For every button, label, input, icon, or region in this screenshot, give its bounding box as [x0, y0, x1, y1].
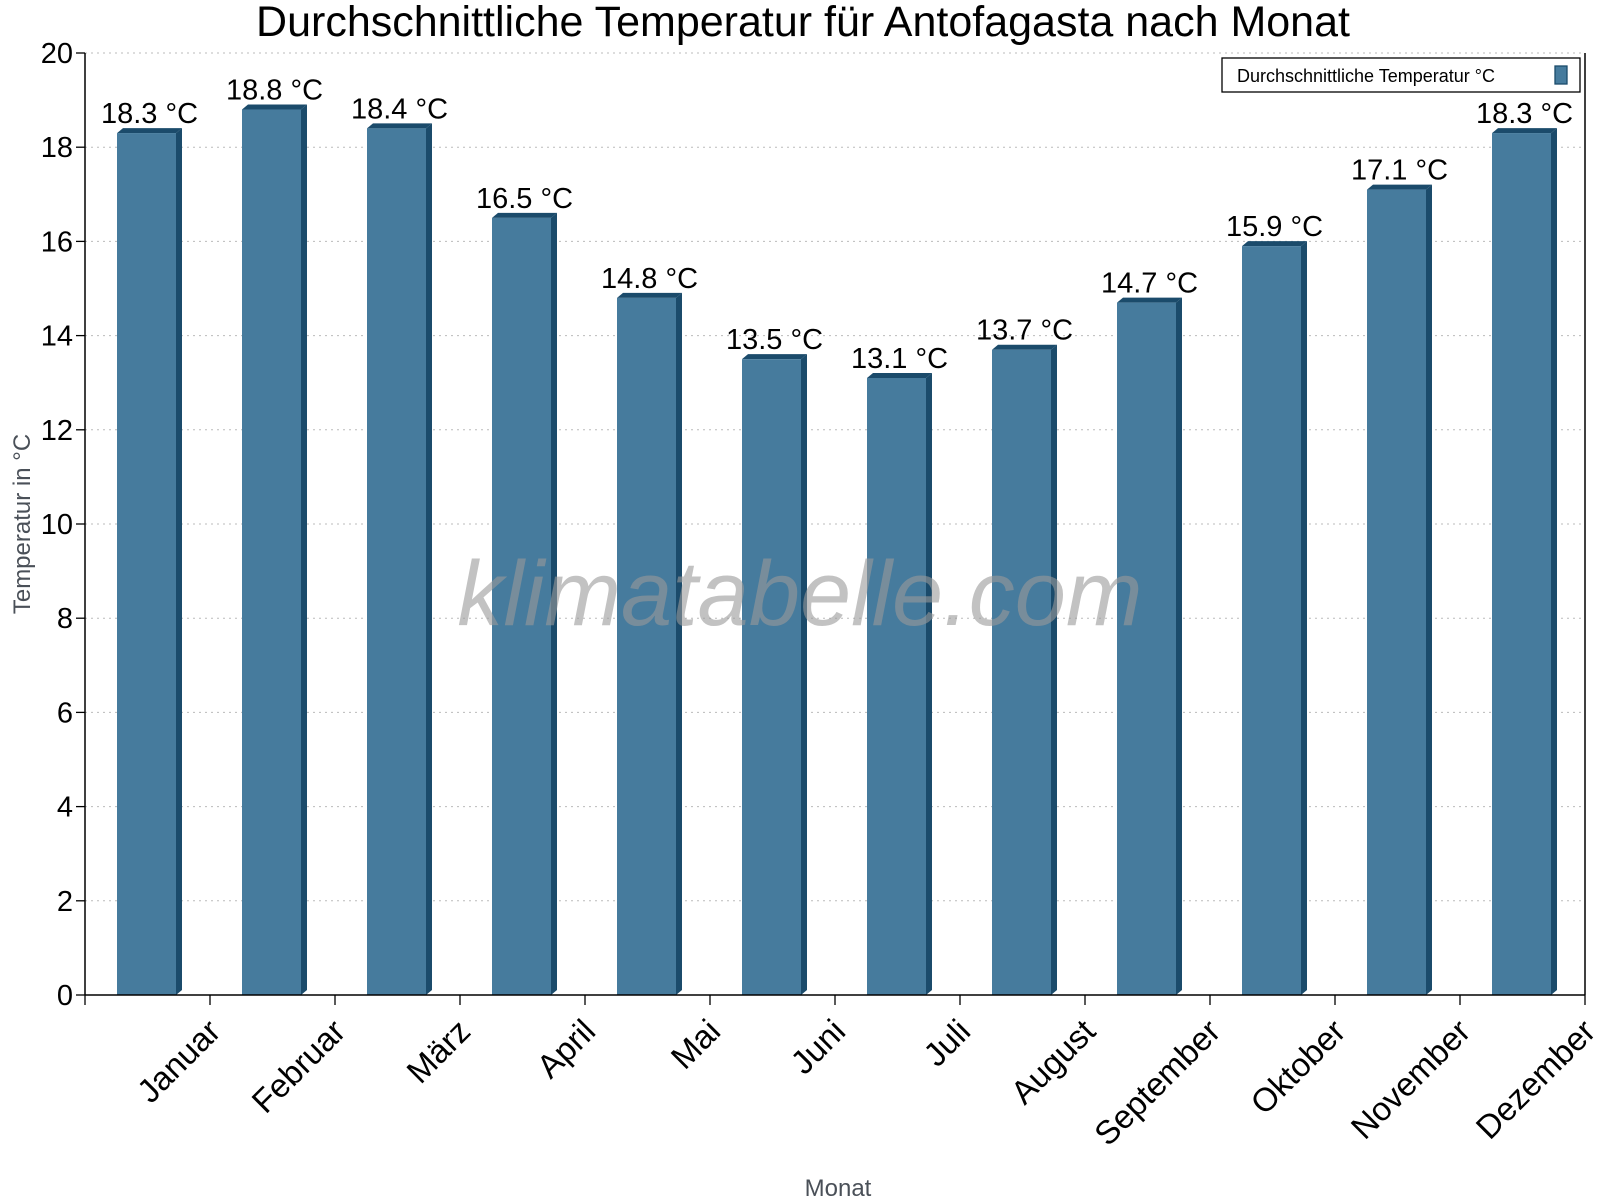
y-tick-label: 10 — [41, 509, 73, 541]
chart-title: Durchschnittliche Temperatur für Antofag… — [256, 0, 1350, 46]
bar — [742, 359, 801, 995]
bar — [367, 128, 426, 996]
bar-side — [176, 128, 182, 995]
x-tick-label: Januar — [130, 1012, 228, 1110]
bar-top — [742, 354, 807, 360]
data-label: 13.1 °C — [851, 343, 948, 375]
data-label: 17.1 °C — [1351, 155, 1448, 187]
y-tick-label: 4 — [57, 792, 73, 824]
bar — [1367, 189, 1426, 996]
bar-side — [926, 372, 932, 995]
x-tick-label: April — [529, 1012, 602, 1085]
bar-top — [1117, 297, 1182, 303]
legend-swatch — [1554, 65, 1568, 85]
bar-side — [1176, 297, 1182, 995]
x-tick-label: Mai — [664, 1012, 728, 1076]
data-label: 13.7 °C — [976, 315, 1073, 347]
y-tick-label: 8 — [57, 603, 73, 635]
bar-top — [117, 128, 182, 134]
bar — [1242, 246, 1301, 996]
x-axis-label: Monat — [805, 1175, 872, 1200]
x-tick-label: Dezember — [1468, 1012, 1600, 1146]
y-tick-label: 12 — [41, 415, 73, 447]
data-label: 16.5 °C — [476, 183, 573, 215]
bar — [867, 377, 926, 995]
x-tick-label: Oktober — [1243, 1012, 1352, 1121]
bar-side — [801, 354, 807, 995]
bar-side — [551, 212, 557, 996]
x-tick-label: Juli — [916, 1012, 977, 1073]
data-label: 18.3 °C — [1476, 98, 1573, 130]
bar-top — [992, 344, 1057, 350]
data-label: 18.8 °C — [226, 75, 323, 107]
y-tick-label: 2 — [57, 886, 73, 918]
x-tick-label: Juni — [783, 1012, 852, 1081]
bar-side — [1301, 241, 1307, 996]
bar — [242, 109, 301, 995]
y-tick-label: 14 — [41, 321, 73, 353]
legend-label: Durchschnittliche Temperatur °C — [1237, 66, 1495, 86]
x-tick-label: März — [399, 1012, 477, 1090]
data-label: 15.9 °C — [1226, 211, 1323, 243]
y-tick-label: 18 — [41, 132, 73, 164]
bar — [117, 133, 176, 995]
watermark: klimatabelle.com — [457, 543, 1142, 645]
y-tick-label: 20 — [41, 38, 73, 70]
x-tick-label: September — [1087, 1012, 1227, 1152]
bar-top — [367, 123, 432, 129]
bar-side — [301, 104, 307, 995]
bar-top — [242, 104, 307, 110]
data-label: 18.4 °C — [351, 93, 448, 125]
bar-side — [1551, 128, 1557, 995]
bar-top — [1242, 241, 1307, 247]
data-label: 13.5 °C — [726, 324, 823, 356]
bar-top — [492, 212, 557, 218]
data-label: 18.3 °C — [101, 98, 198, 130]
bar-top — [1367, 184, 1432, 190]
legend-box — [1221, 57, 1581, 93]
bar-side — [426, 123, 432, 996]
bar — [992, 349, 1051, 996]
bar-side — [1051, 344, 1057, 996]
bar-side — [1426, 184, 1432, 996]
x-tick-label: November — [1343, 1012, 1477, 1146]
bar-top — [867, 372, 932, 378]
x-tick-label: Februar — [244, 1012, 352, 1120]
data-label: 14.8 °C — [601, 263, 698, 295]
x-tick-label: August — [1003, 1012, 1102, 1111]
y-tick-label: 6 — [57, 697, 73, 729]
bar-top — [617, 292, 682, 298]
y-tick-label: 0 — [57, 980, 73, 1012]
bar — [492, 217, 551, 996]
bar — [617, 297, 676, 995]
y-axis-label: Temperatur in °C — [9, 434, 36, 614]
bar-side — [676, 292, 682, 995]
y-tick-label: 16 — [41, 226, 73, 258]
bar — [1492, 133, 1551, 995]
data-label: 14.7 °C — [1101, 268, 1198, 300]
legend: Durchschnittliche Temperatur °C — [1221, 57, 1581, 93]
bar — [1117, 302, 1176, 995]
bar-top — [1492, 128, 1557, 134]
